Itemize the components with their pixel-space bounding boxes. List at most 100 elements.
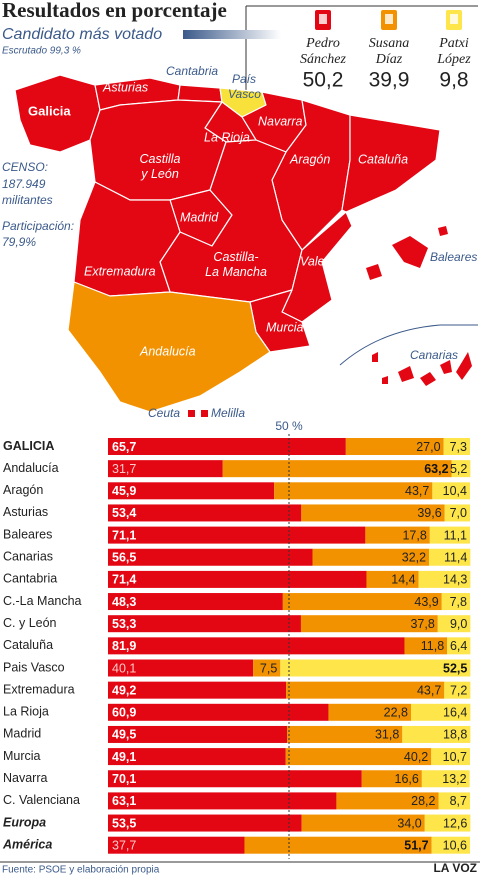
island [456, 352, 472, 380]
census: CENSO: 187.949 militantes [2, 160, 53, 207]
value-label: 11,1 [444, 528, 467, 542]
candidate-name: Sánchez [300, 52, 346, 67]
value-label: 7,2 [450, 683, 467, 697]
value-label: 27,0 [416, 440, 440, 454]
value-label: 65,7 [112, 440, 136, 454]
region-label: Ceuta [148, 406, 180, 420]
category-label: Cantabria [3, 572, 57, 586]
ballot-icon [385, 14, 393, 24]
region-label: Aragón [289, 152, 330, 166]
region [73, 181, 181, 297]
bar-segment [286, 681, 445, 699]
category-label: Extremadura [3, 682, 75, 696]
bar-segment [108, 482, 275, 500]
category-label: Aragón [3, 483, 43, 497]
value-label: 71,4 [112, 573, 136, 587]
bar-chart: GALICIA 65,7 27,0 7,3 Andalucía 31,7 63,2 5,2 Ar… [2, 419, 471, 859]
region-label: Cataluña [358, 152, 408, 166]
island [438, 226, 448, 236]
subtitle-bar [183, 30, 281, 39]
candidate-total: 9,8 [439, 69, 468, 92]
bar-segment [108, 438, 346, 455]
value-label: 7,5 [260, 661, 277, 675]
bar-segment [300, 615, 438, 633]
region-label: Castilla y León [140, 152, 181, 181]
bar-segment [287, 725, 403, 743]
region [67, 281, 271, 413]
value-label: 22,8 [384, 706, 408, 720]
value-label: 49,2 [112, 683, 136, 697]
value-label: 12,6 [443, 816, 467, 830]
bar-segment [328, 703, 411, 721]
bar-segment [108, 748, 286, 766]
bar-segment [108, 637, 405, 655]
category-label: Baleares [3, 527, 52, 541]
candidate-name: Díaz [375, 52, 403, 67]
value-label: 52,5 [443, 661, 467, 675]
value-label: 28,2 [411, 794, 435, 808]
region [177, 84, 223, 103]
category-label: Europa [3, 815, 46, 829]
region [89, 99, 227, 201]
value-label: 18,8 [443, 728, 467, 742]
candidate-total: 39,9 [369, 69, 410, 92]
label-line: Vasco [228, 87, 261, 101]
candidate-name: Pedro [305, 36, 340, 51]
bar-segment [336, 792, 439, 810]
value-label: 60,9 [112, 706, 136, 720]
bar-segment [274, 482, 433, 500]
title: Resultados en porcentaje [2, 0, 227, 22]
category-label: Cataluña [3, 638, 53, 652]
bar-segment [108, 659, 254, 677]
value-label: 34,0 [397, 816, 421, 830]
category-label: Navarra [3, 771, 48, 785]
region-label: Melilla [211, 406, 245, 420]
category-label: Madrid [3, 727, 41, 741]
category-label: C. y León [3, 616, 57, 630]
bar-segment [431, 836, 470, 854]
bar-segment [402, 725, 471, 743]
region-label: Extremadura [84, 264, 156, 278]
island [398, 366, 414, 382]
bar-segment [222, 460, 452, 478]
region-label: País Vasco [228, 72, 261, 101]
ballot-icon [319, 14, 327, 24]
label-line: La Mancha [205, 265, 267, 279]
bar-segment [108, 814, 302, 832]
category-label: Andalucía [3, 461, 59, 475]
bar-segment [447, 637, 471, 655]
bar-segment [108, 703, 329, 721]
label-line: y León [140, 167, 179, 181]
bar-segment [108, 460, 223, 478]
value-label: 9,0 [450, 617, 467, 631]
value-label: 51,7 [404, 838, 428, 852]
bar-segment [345, 438, 444, 455]
category-label: GALICIA [3, 439, 54, 453]
value-label: 16,6 [395, 772, 419, 786]
candidate-name: Susana [369, 36, 409, 51]
bar-segment [432, 482, 470, 500]
bar-segment [280, 659, 471, 677]
census-line: 187.949 [2, 177, 46, 191]
value-label: 39,6 [417, 506, 441, 520]
value-label: 10,7 [443, 750, 467, 764]
island [382, 376, 388, 384]
bar-segment [108, 836, 245, 854]
category-label: América [2, 837, 52, 851]
candidate-name: López [436, 52, 471, 67]
value-label: 17,8 [402, 528, 426, 542]
canarias-frame [339, 324, 478, 366]
value-label: 63,2 [424, 462, 448, 476]
bar-segment [301, 504, 445, 522]
bar-segment [443, 438, 470, 455]
bar-segment [108, 770, 362, 788]
value-label: 31,8 [375, 728, 399, 742]
value-label: 11,8 [421, 639, 444, 653]
value-label: 43,9 [414, 595, 438, 609]
value-label: 8,7 [450, 794, 467, 808]
bar-segment [108, 526, 366, 544]
bar-segment [451, 460, 471, 478]
bar-segment [418, 570, 471, 588]
